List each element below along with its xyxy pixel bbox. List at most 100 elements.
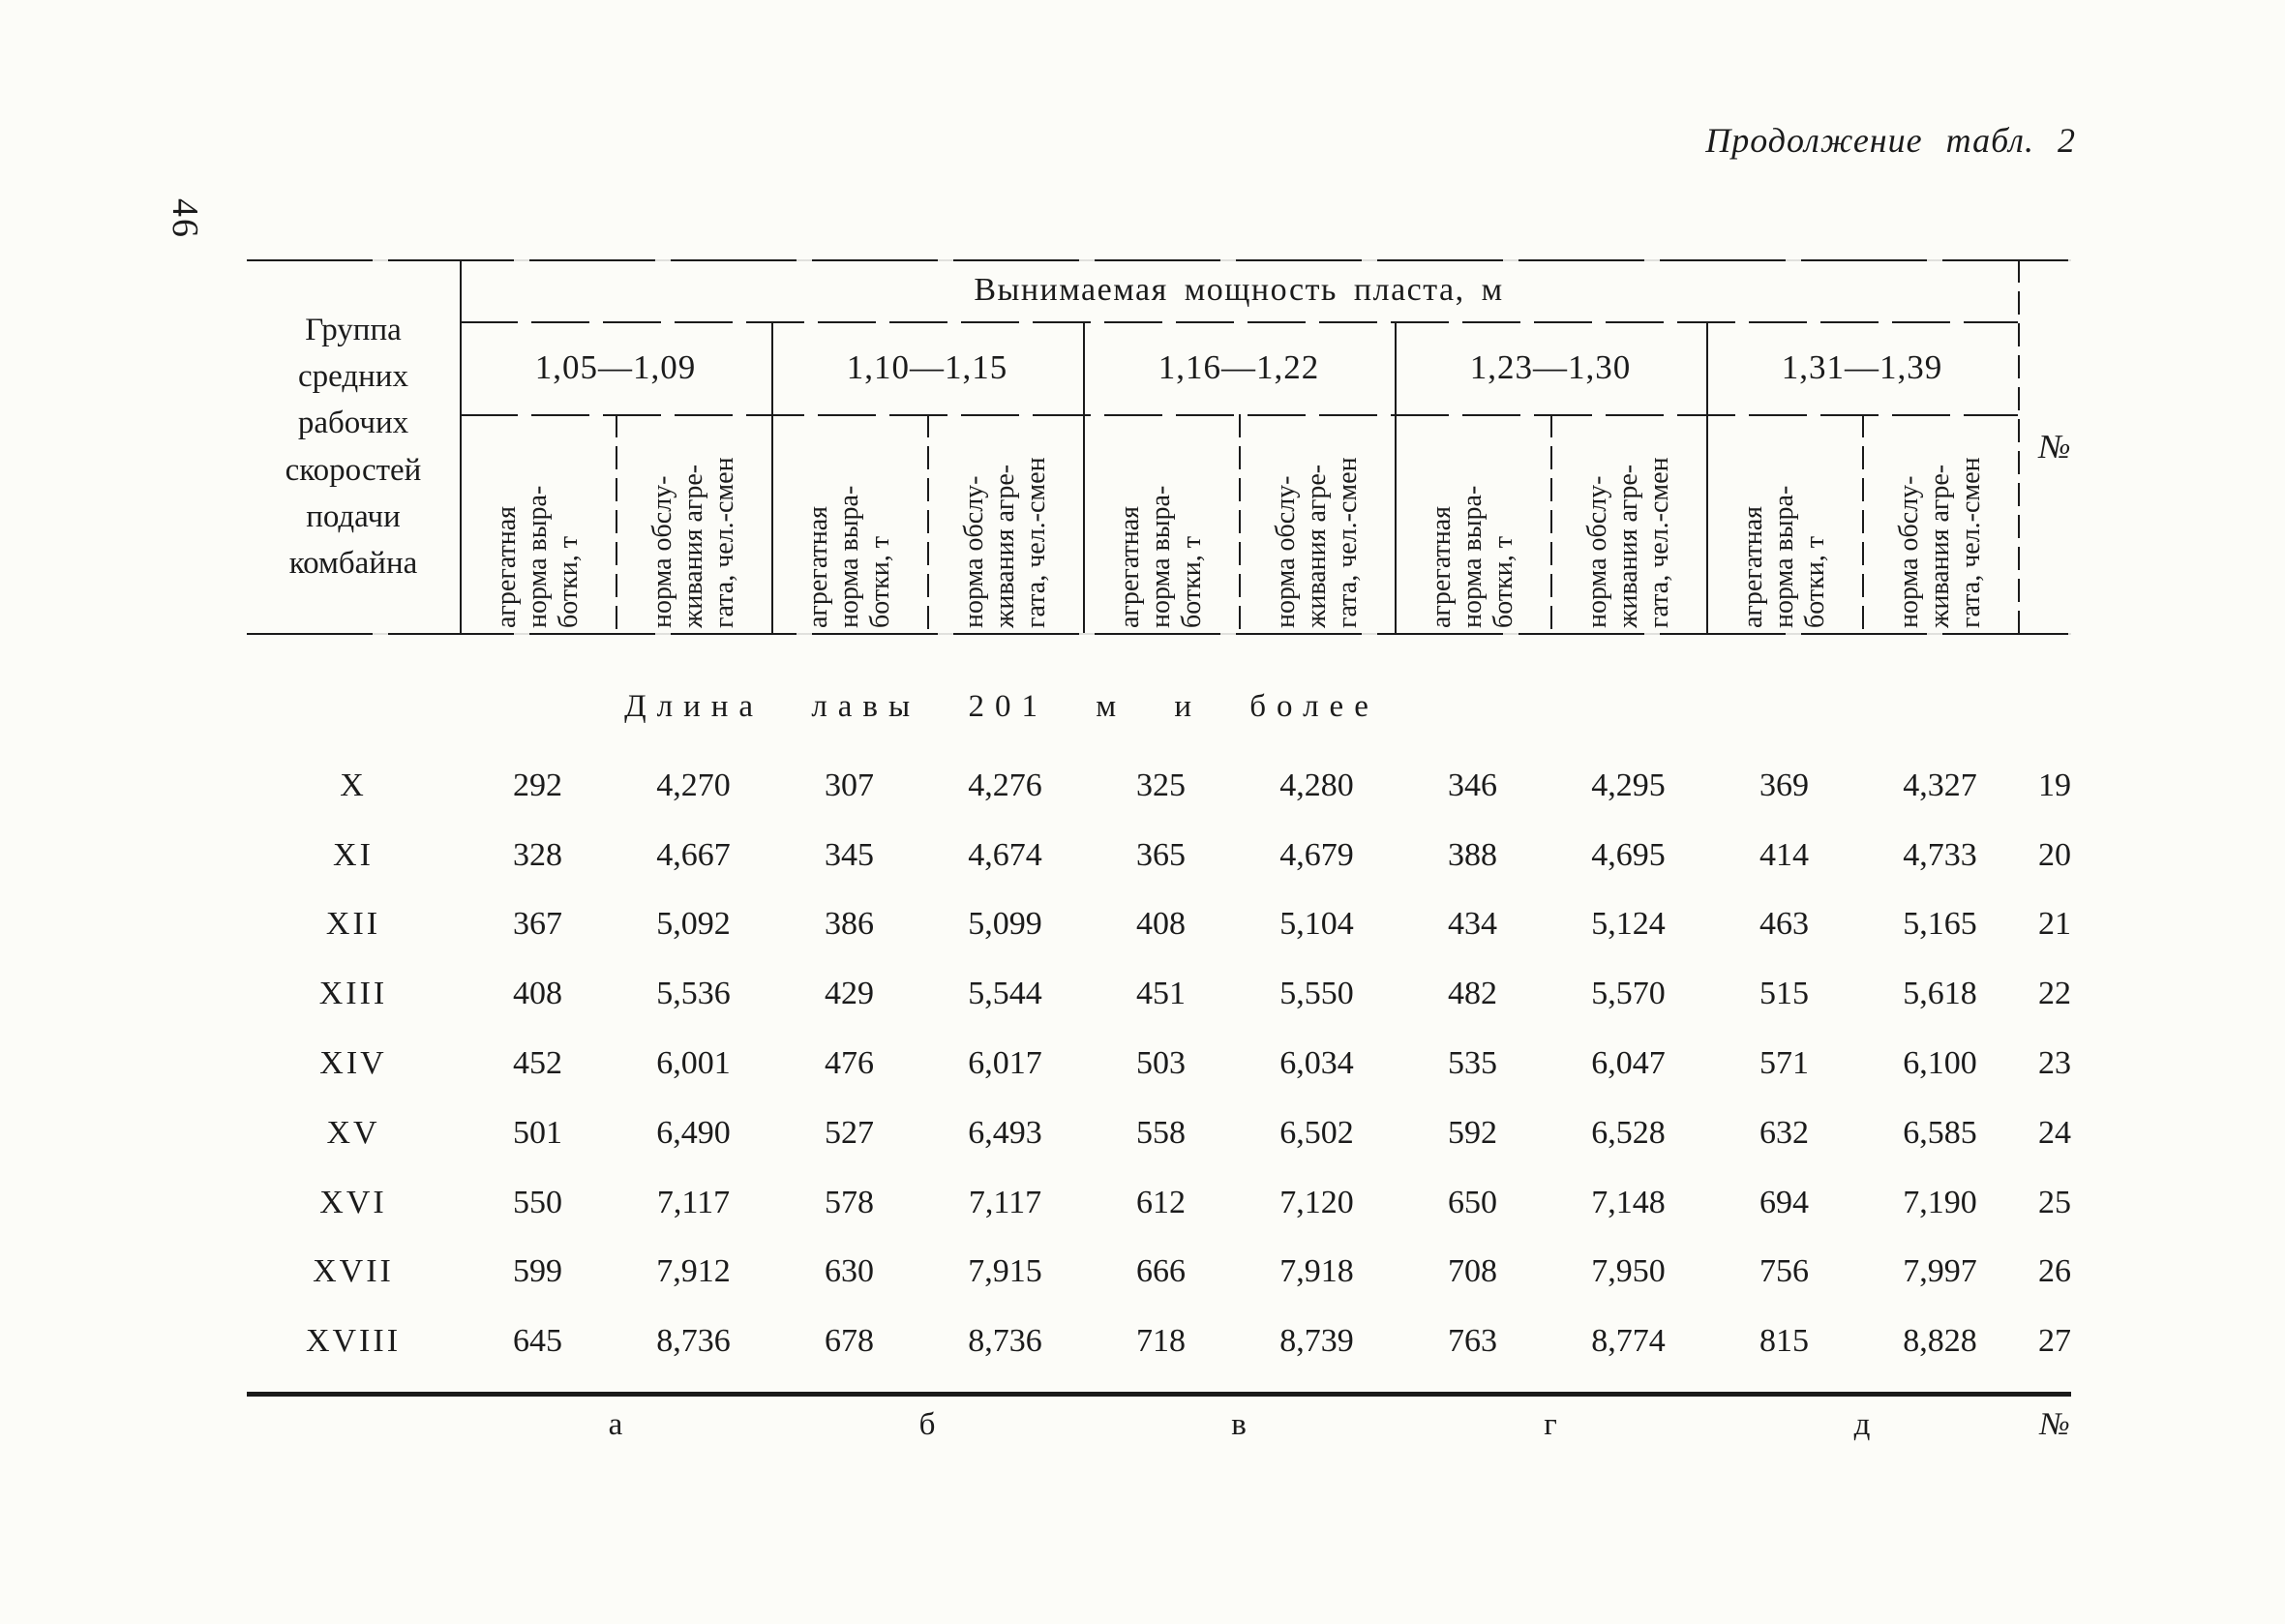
subheader-row: агрегатная норма выра- ботки, т норма обс…: [460, 414, 2018, 634]
column-letter-а: а: [608, 1406, 623, 1442]
table-cell: 7,117: [656, 1184, 731, 1220]
row-number: 23: [2038, 1045, 2071, 1082]
table-cell: 452: [513, 1045, 562, 1082]
table-cell: 4,276: [968, 767, 1042, 803]
table-cell: 292: [513, 767, 562, 803]
table-cell: 666: [1136, 1253, 1186, 1290]
table-cell: 718: [1136, 1323, 1186, 1360]
range-header-4: 1,31—1,39: [1781, 348, 1943, 386]
table-cell: 346: [1448, 767, 1497, 803]
table-cell: 4,270: [656, 767, 731, 803]
row-number: 24: [2038, 1114, 2071, 1151]
table-cell: 6,100: [1903, 1045, 1977, 1082]
table-row-XI: XI 328 4,667 345 4,674 365 4,679 388 4,695 414 4,7…: [247, 821, 2091, 890]
table-cell: 4,667: [656, 836, 731, 873]
table-cell: 4,295: [1591, 767, 1666, 803]
table-cell: 7,120: [1279, 1184, 1354, 1220]
table-cell: 527: [825, 1114, 874, 1151]
row-number: 22: [2038, 976, 2071, 1012]
table-cell: 5,104: [1279, 906, 1354, 943]
table-cell: 632: [1759, 1114, 1809, 1151]
table-cell: 4,327: [1903, 767, 1977, 803]
table-cell: 678: [825, 1323, 874, 1360]
group-divider: [1083, 321, 1085, 633]
table-cell: 5,618: [1903, 976, 1977, 1012]
service-norm-label: норма обслу- живания агре- гата, чел.-см…: [1581, 456, 1674, 628]
table-cell: 5,124: [1591, 906, 1666, 943]
table-cell: 386: [825, 906, 874, 943]
service-norm-label: норма обслу- живания агре- гата, чел.-см…: [1270, 456, 1363, 628]
table-cell: 6,017: [968, 1045, 1042, 1082]
table-cell: 8,736: [968, 1323, 1042, 1360]
table-cell: 5,165: [1903, 906, 1977, 943]
table-cell: 8,736: [656, 1323, 731, 1360]
table-cell: 8,828: [1903, 1323, 1977, 1360]
footer-number-label: №: [2039, 1406, 2070, 1442]
table-cell: 6,502: [1279, 1114, 1354, 1151]
subcolumn-divider: [927, 414, 929, 633]
table-body: X 292 4,270 307 4,276 325 4,280 346 4,295 369 4,32…: [247, 751, 2091, 1376]
column-letter-д: д: [1853, 1406, 1871, 1442]
table-cell: 365: [1136, 836, 1186, 873]
table-cell: 7,918: [1279, 1253, 1354, 1290]
header-bottom-rule: [247, 633, 2071, 635]
table-cell: 4,733: [1903, 836, 1977, 873]
table-cell: 630: [825, 1253, 874, 1290]
table-cell: 369: [1759, 767, 1809, 803]
row-label: XVIII: [305, 1323, 402, 1360]
service-norm-label: норма обслу- живания агре- гата, чел.-см…: [958, 456, 1051, 628]
table-cell: 5,550: [1279, 976, 1354, 1012]
table-cell: 7,190: [1903, 1184, 1977, 1220]
table-cell: 6,493: [968, 1114, 1042, 1151]
table-cell: 388: [1448, 836, 1497, 873]
range-header-1: 1,10—1,15: [846, 348, 1008, 386]
row-number: 19: [2038, 767, 2071, 803]
table-cell: 7,117: [968, 1184, 1042, 1220]
table-cell: 429: [825, 976, 874, 1012]
service-norm-label: норма обслу- живания агре- гата, чел.-см…: [1893, 456, 1986, 628]
column-letter-footer: а б в г д №: [247, 1401, 2091, 1448]
service-norm-label: норма обслу- живания агре- гата, чел.-см…: [646, 456, 739, 628]
table-cell: 345: [825, 836, 874, 873]
table-cell: 650: [1448, 1184, 1497, 1220]
footer-rule: [247, 1392, 2071, 1397]
table-cell: 5,099: [968, 906, 1042, 943]
subheader-output-norm: агрегатная норма выра- ботки, т: [1083, 414, 1239, 634]
row-number: 27: [2038, 1323, 2071, 1360]
row-number: 26: [2038, 1253, 2071, 1290]
output-norm-label: агрегатная норма выра- ботки, т: [1114, 485, 1207, 628]
table-cell: 6,001: [656, 1045, 731, 1082]
table-cell: 451: [1136, 976, 1186, 1012]
table-cell: 571: [1759, 1045, 1809, 1082]
row-number: 20: [2038, 836, 2071, 873]
table-cell: 367: [513, 906, 562, 943]
output-norm-label: агрегатная норма выра- ботки, т: [802, 485, 895, 628]
table-cell: 612: [1136, 1184, 1186, 1220]
table-cell: 408: [1136, 906, 1186, 943]
number-column-divider: [2018, 259, 2020, 633]
table-cell: 645: [513, 1323, 562, 1360]
subcolumn-divider: [1862, 414, 1864, 633]
row-label: X: [340, 767, 367, 803]
table-cell: 7,997: [1903, 1253, 1977, 1290]
table-cell: 408: [513, 976, 562, 1012]
subheader-service-norm: норма обслу- живания агре- гата, чел.-см…: [1239, 414, 1395, 634]
table-row-X: X 292 4,270 307 4,276 325 4,280 346 4,295 369 4,32…: [247, 751, 2091, 821]
table-row-XIV: XIV 452 6,001 476 6,017 503 6,034 535 6,047 571 6,…: [247, 1029, 2091, 1098]
output-norm-label: агрегатная норма выра- ботки, т: [491, 485, 584, 628]
table-cell: 5,544: [968, 976, 1042, 1012]
table-cell: 325: [1136, 767, 1186, 803]
table-cell: 6,047: [1591, 1045, 1666, 1082]
table-cell: 578: [825, 1184, 874, 1220]
table-cell: 4,679: [1279, 836, 1354, 873]
subheader-service-norm: норма обслу- живания агре- гата, чел.-см…: [1550, 414, 1706, 634]
table-cell: 7,915: [968, 1253, 1042, 1290]
number-column-header: №: [2038, 427, 2071, 466]
range-header-0: 1,05—1,09: [534, 348, 697, 386]
table-top-rule: [247, 259, 2071, 261]
table-cell: 5,092: [656, 906, 731, 943]
row-label: XIII: [318, 976, 388, 1012]
subcolumn-divider: [616, 414, 617, 633]
table-cell: 4,674: [968, 836, 1042, 873]
